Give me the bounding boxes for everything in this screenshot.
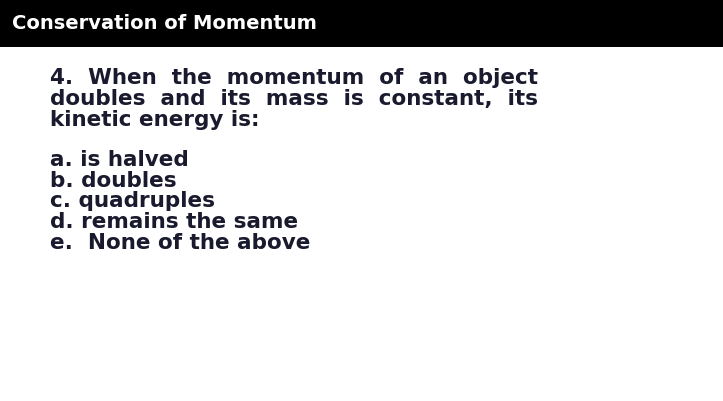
Text: a. is halved: a. is halved [50, 149, 189, 169]
Text: b. doubles: b. doubles [50, 170, 176, 190]
Text: Conservation of Momentum: Conservation of Momentum [12, 14, 317, 33]
Text: e.  None of the above: e. None of the above [50, 233, 310, 253]
Text: 4.  When  the  momentum  of  an  object: 4. When the momentum of an object [50, 68, 538, 88]
Text: d. remains the same: d. remains the same [50, 212, 298, 232]
Text: c. quadruples: c. quadruples [50, 191, 215, 211]
Bar [0, 0, 723, 48]
Text: doubles  and  its  mass  is  constant,  its: doubles and its mass is constant, its [50, 89, 538, 109]
Text: kinetic energy is:: kinetic energy is: [50, 109, 260, 130]
